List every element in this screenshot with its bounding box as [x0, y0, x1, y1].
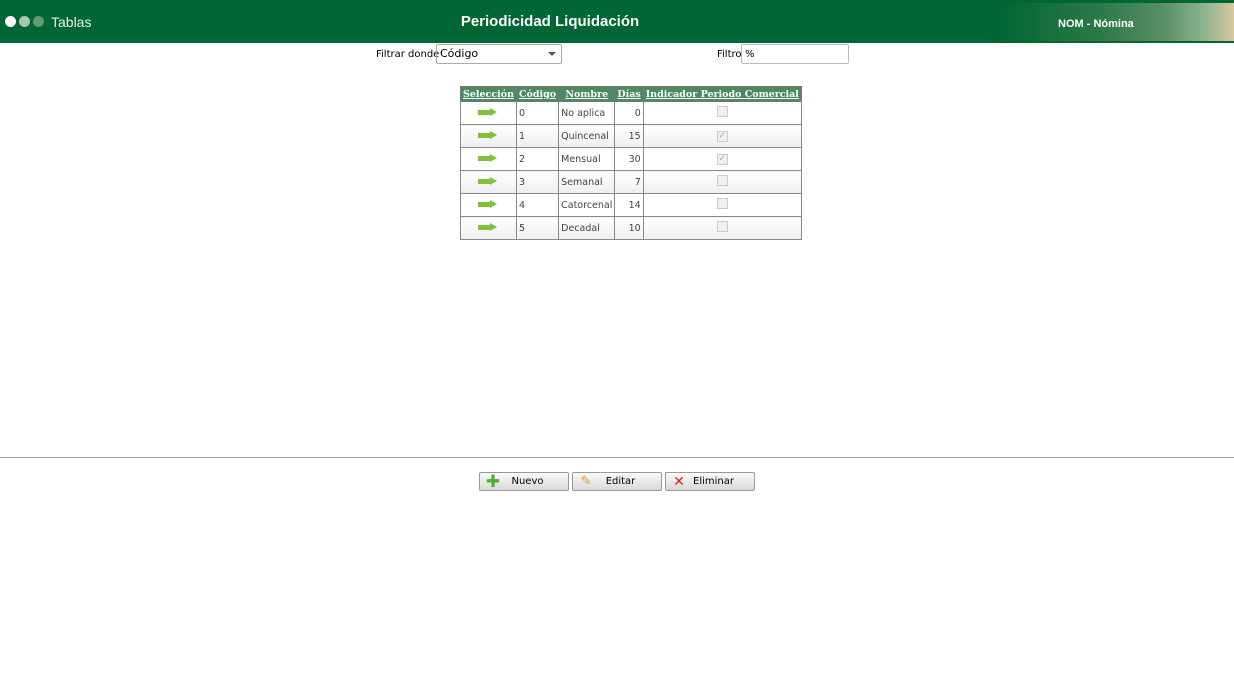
- select-cell[interactable]: [460, 193, 517, 217]
- filter-field-select[interactable]: Código: [436, 44, 562, 64]
- checkbox[interactable]: [716, 175, 728, 186]
- codigo-cell: 2: [515, 147, 560, 171]
- dot-icon: [5, 16, 16, 27]
- table-row: 0 No aplica 0: [460, 101, 802, 125]
- select-cell[interactable]: [460, 101, 517, 125]
- nombre-cell: Semanal: [558, 170, 616, 194]
- comercial-cell: [642, 101, 802, 125]
- table-row: 2 Mensual 30 ✓: [460, 147, 802, 171]
- select-cell[interactable]: [460, 147, 517, 171]
- checkbox[interactable]: ✓: [716, 131, 728, 142]
- comercial-cell: [642, 193, 802, 217]
- button-label: Nuevo: [511, 476, 544, 487]
- plus-icon: ✚: [485, 471, 501, 492]
- edit-button[interactable]: ✎ Editar: [572, 472, 662, 491]
- app-title: Tablas: [51, 14, 92, 30]
- chevron-down-icon: [548, 52, 556, 60]
- dias-cell: 0: [614, 101, 644, 125]
- arrow-right-icon[interactable]: [478, 222, 498, 231]
- pencil-icon: ✎: [580, 474, 592, 489]
- data-table: Selección Código Nombre Días Indicador Perio…: [460, 86, 802, 240]
- arrow-right-icon[interactable]: [478, 107, 498, 116]
- filtro-label: Filtro: [717, 49, 742, 60]
- dias-cell: 30: [614, 147, 644, 171]
- nombre-cell: Mensual: [558, 147, 616, 171]
- codigo-cell: 1: [515, 124, 560, 148]
- arrow-right-icon[interactable]: [478, 199, 498, 208]
- close-icon: ✕: [673, 473, 685, 490]
- column-header: Selección: [460, 86, 517, 102]
- table-row: 4 Catorcenal 14: [460, 193, 802, 217]
- nombre-cell: Catorcenal: [558, 193, 616, 217]
- codigo-cell: 4: [515, 193, 560, 217]
- dot-icon: [19, 16, 30, 27]
- banner-image: [1000, 3, 1234, 41]
- filter-label: Filtrar donde: [376, 49, 440, 60]
- divider: [0, 457, 1234, 458]
- page-title: Periodicidad Liquidación: [460, 13, 640, 30]
- dot-icon: [33, 16, 44, 27]
- arrow-right-icon[interactable]: [478, 130, 498, 139]
- arrow-right-icon[interactable]: [478, 153, 498, 162]
- button-label: Eliminar: [693, 476, 734, 487]
- arrow-right-icon[interactable]: [478, 176, 498, 185]
- comercial-cell: [642, 216, 802, 240]
- window-dots: [5, 16, 44, 27]
- comercial-cell: ✓: [642, 147, 802, 171]
- nombre-cell: Quincenal: [558, 124, 616, 148]
- checkbox[interactable]: [716, 221, 728, 232]
- select-cell[interactable]: [460, 216, 517, 240]
- new-button[interactable]: ✚ Nuevo: [479, 471, 569, 492]
- column-header[interactable]: Días: [614, 86, 644, 102]
- dias-cell: 10: [614, 216, 644, 240]
- checkbox[interactable]: ✓: [716, 154, 728, 165]
- dias-cell: 7: [614, 170, 644, 194]
- selected-value: Código: [440, 47, 479, 60]
- module-name: NOM - Nómina: [1058, 18, 1134, 30]
- comercial-cell: ✓: [642, 124, 802, 148]
- column-header[interactable]: Nombre: [558, 86, 616, 102]
- table-row: 5 Decadal 10: [460, 216, 802, 240]
- codigo-cell: 5: [515, 216, 560, 240]
- select-cell[interactable]: [460, 170, 517, 194]
- table-row: 3 Semanal 7: [460, 170, 802, 194]
- codigo-cell: 3: [515, 170, 560, 194]
- column-header[interactable]: Indicador Periodo Comercial: [642, 86, 802, 102]
- checkbox[interactable]: [716, 106, 728, 117]
- comercial-cell: [642, 170, 802, 194]
- column-header[interactable]: Código: [515, 86, 560, 102]
- nombre-cell: No aplica: [558, 101, 616, 125]
- filtro-input[interactable]: [741, 44, 849, 64]
- nombre-cell: Decadal: [558, 216, 616, 240]
- checkbox[interactable]: [716, 198, 728, 209]
- dias-cell: 15: [614, 124, 644, 148]
- select-cell[interactable]: [460, 124, 517, 148]
- header-bar: Tablas Periodicidad Liquidación NOM - Nó…: [0, 0, 1234, 43]
- codigo-cell: 0: [515, 101, 560, 125]
- button-label: Editar: [605, 476, 636, 487]
- delete-button[interactable]: ✕ Eliminar: [665, 472, 755, 491]
- dias-cell: 14: [614, 193, 644, 217]
- table-row: 1 Quincenal 15 ✓: [460, 124, 802, 148]
